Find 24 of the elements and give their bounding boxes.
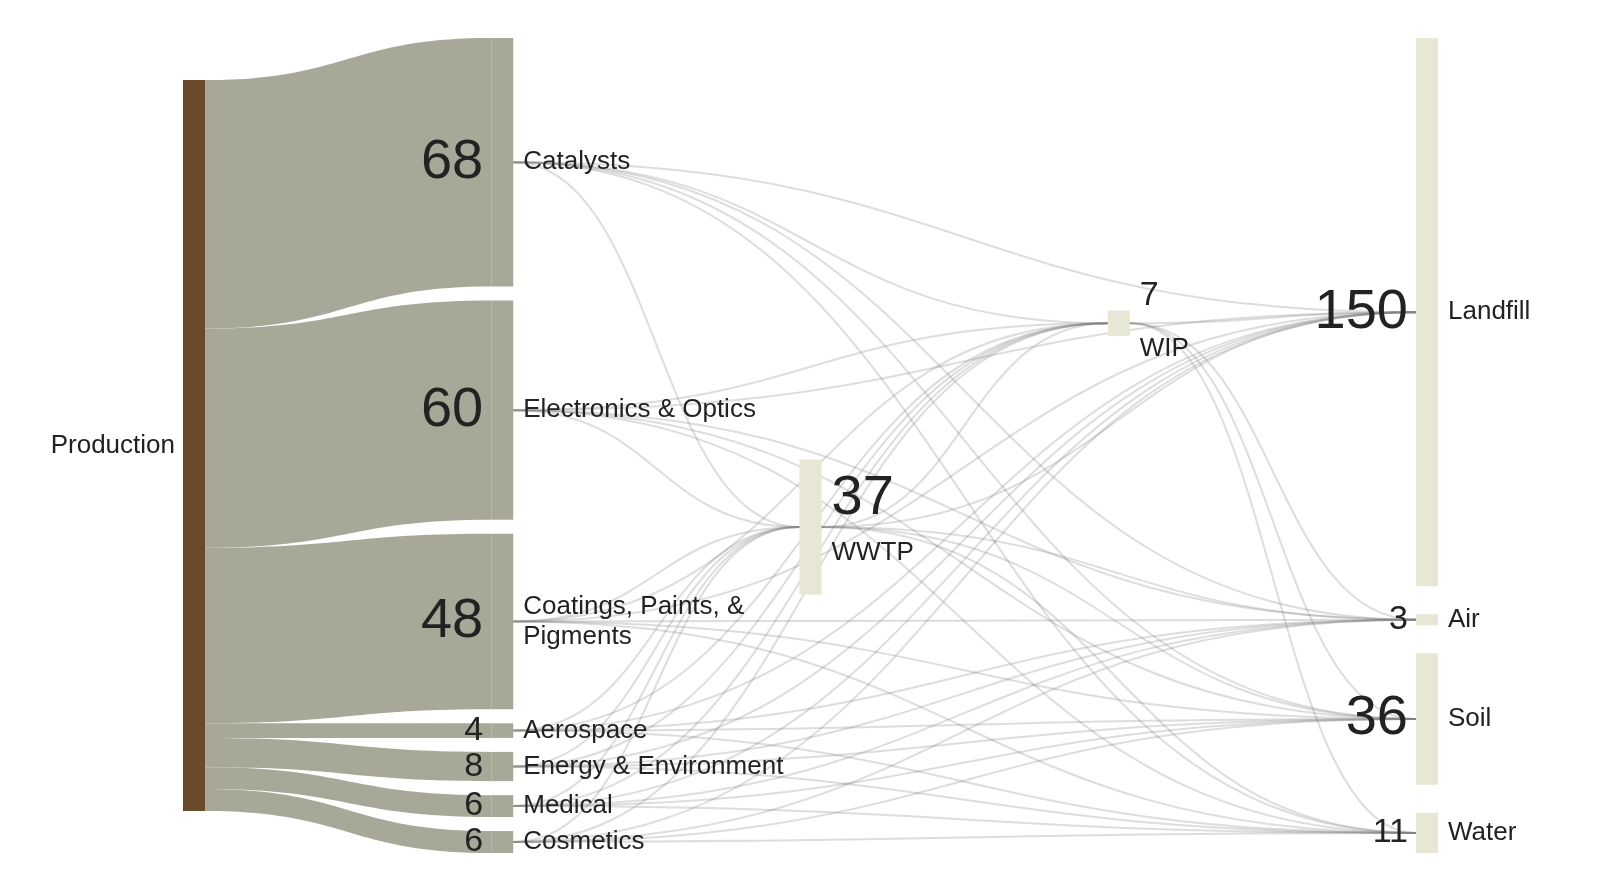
data-label: 6 [464, 820, 484, 859]
data-label: 7 [1139, 273, 1159, 312]
data-label: 150 [1314, 276, 1408, 340]
category-label: Coatings, Paints, & Pigments [523, 589, 745, 650]
data-label: 68 [420, 126, 484, 190]
category-label: Cosmetics [523, 825, 645, 856]
category-label: Water [1448, 816, 1517, 847]
category-label: Landfill [1448, 295, 1531, 326]
category-label: Air [1448, 602, 1481, 633]
category-label: Medical [523, 789, 613, 820]
category-label: Soil [1448, 702, 1492, 733]
category-label: Electronics & Optics [523, 393, 756, 424]
category-label: Aerospace [523, 713, 648, 744]
data-label: 6 [464, 784, 484, 823]
data-label: 36 [1345, 683, 1408, 747]
category-label: Energy & Environment [523, 749, 785, 780]
category-label: WWTP [831, 536, 914, 567]
data-label: 48 [420, 586, 484, 649]
data-label: 37 [831, 463, 894, 527]
category-label: Catalysts [523, 145, 631, 176]
data-label: 60 [420, 374, 484, 438]
category-label: WIP [1139, 332, 1189, 363]
data-label: 8 [464, 744, 484, 783]
category-label: Production [50, 428, 175, 459]
